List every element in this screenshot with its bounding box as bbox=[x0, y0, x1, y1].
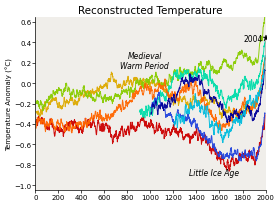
Text: 2004: 2004 bbox=[243, 34, 263, 43]
Text: Medieval
Warm Period: Medieval Warm Period bbox=[120, 52, 169, 71]
Y-axis label: Temperature Anomaly (°C): Temperature Anomaly (°C) bbox=[6, 58, 13, 150]
Title: Reconstructed Temperature: Reconstructed Temperature bbox=[78, 6, 223, 15]
Text: Little Ice Age: Little Ice Age bbox=[189, 169, 239, 178]
